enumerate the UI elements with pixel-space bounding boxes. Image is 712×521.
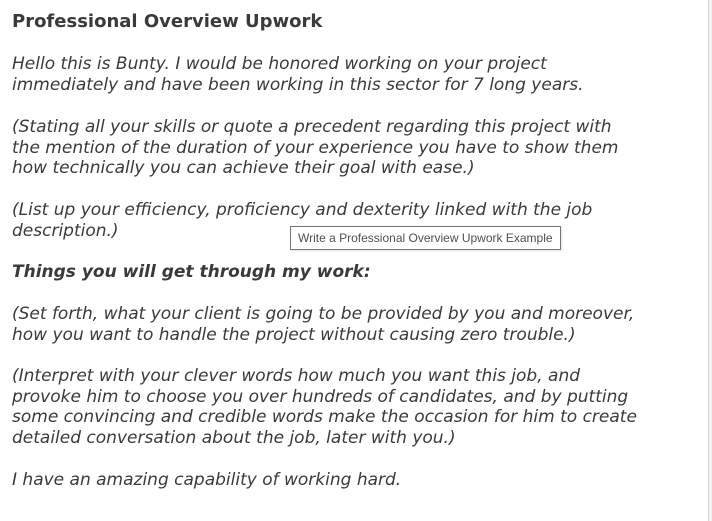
paragraph-line: how technically you can achieve their go… [12,158,618,179]
paragraph-line: the mention of the duration of your expe… [12,138,618,159]
skills-paragraph: (Stating all your skills or quote a prec… [12,117,618,179]
client-benefit-paragraph: (Set forth, what your client is going to… [12,304,634,345]
page-title: Professional Overview Upwork [12,10,322,34]
paragraph-line: detailed conversation about the job, lat… [12,428,637,449]
paragraph-line: how you want to handle the project witho… [12,325,634,346]
paragraph-line: immediately and have been working in thi… [12,75,584,96]
intro-paragraph: Hello this is Bunty. I would be honored … [12,54,584,95]
paragraph-line: (Stating all your skills or quote a prec… [12,117,618,138]
paragraph-line: (Interpret with your clever words how mu… [12,366,637,387]
paragraph-line: (List up your efficiency, proficiency an… [12,200,592,221]
paragraph-line: some convincing and credible words make … [12,407,637,428]
paragraph-line: Hello this is Bunty. I would be honored … [12,54,584,75]
image-tooltip: Write a Professional Overview Upwork Exa… [290,226,561,250]
section-heading: Things you will get through my work: [12,262,371,283]
paragraph-line: (Set forth, what your client is going to… [12,304,634,325]
closing-paragraph: I have an amazing capability of working … [12,470,401,491]
paragraph-line: provoke him to choose you over hundreds … [12,387,637,408]
paragraph-line: Things you will get through my work: [12,262,371,283]
persuasion-paragraph: (Interpret with your clever words how mu… [12,366,637,449]
paragraph-line: I have an amazing capability of working … [12,470,401,491]
